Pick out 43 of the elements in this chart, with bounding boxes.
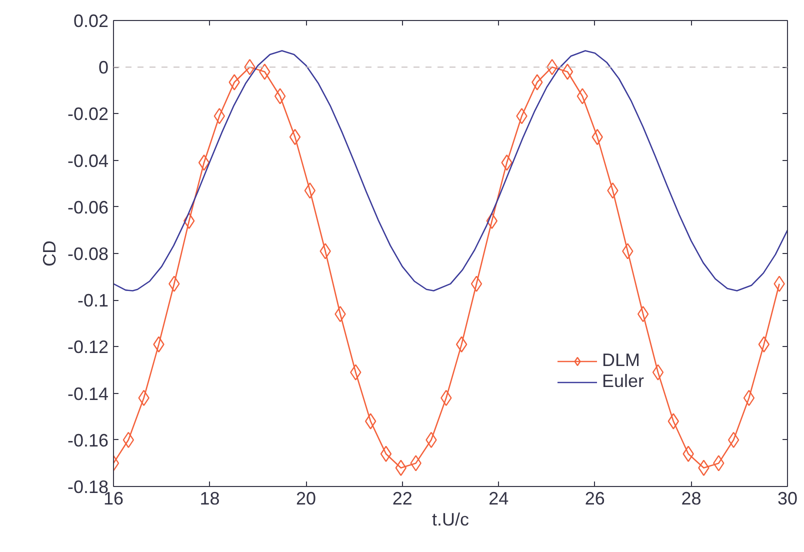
y-tick-label: -0.06 — [67, 197, 109, 218]
point — [395, 460, 407, 476]
x-tick-label: 30 — [777, 488, 798, 508]
point — [380, 446, 392, 462]
x-tick-label: 28 — [681, 488, 702, 508]
point — [562, 64, 574, 80]
y-tick-label: -0.16 — [67, 430, 109, 450]
point — [304, 182, 316, 199]
point — [743, 390, 755, 406]
x-axis-title: t.U/c — [432, 510, 470, 530]
y-tick-label: -0.1 — [77, 290, 109, 311]
point — [546, 59, 558, 76]
point — [637, 306, 649, 322]
point — [122, 432, 134, 448]
point — [364, 413, 376, 430]
y-tick-label: -0.08 — [67, 244, 109, 264]
legend-label: Euler — [602, 371, 644, 392]
point — [198, 154, 210, 171]
point — [652, 364, 664, 380]
y-axis-title: CD — [39, 240, 60, 266]
point — [183, 212, 195, 229]
x-tick-label: 20 — [296, 488, 316, 508]
point — [456, 336, 468, 352]
x-tick-label: 26 — [584, 488, 605, 508]
y-tick-label: 0 — [98, 58, 109, 78]
point — [728, 432, 740, 448]
point — [470, 276, 482, 292]
y-tick-label: -0.12 — [67, 337, 109, 358]
point — [486, 212, 498, 229]
x-tick-label: 24 — [488, 488, 509, 508]
legend-label: DLM — [602, 350, 640, 371]
point — [214, 108, 226, 124]
x-tick-label: 18 — [200, 488, 220, 508]
point — [576, 88, 588, 104]
y-tick-label: -0.14 — [67, 384, 109, 404]
point — [758, 336, 770, 352]
y-tick-label: -0.04 — [67, 150, 109, 171]
y-tick-label: 0.02 — [73, 11, 109, 31]
line-series — [114, 50, 788, 292]
x-tick-label: 22 — [392, 488, 412, 508]
point — [274, 88, 286, 104]
point — [289, 128, 301, 146]
y-tick-label: -0.02 — [67, 104, 109, 124]
